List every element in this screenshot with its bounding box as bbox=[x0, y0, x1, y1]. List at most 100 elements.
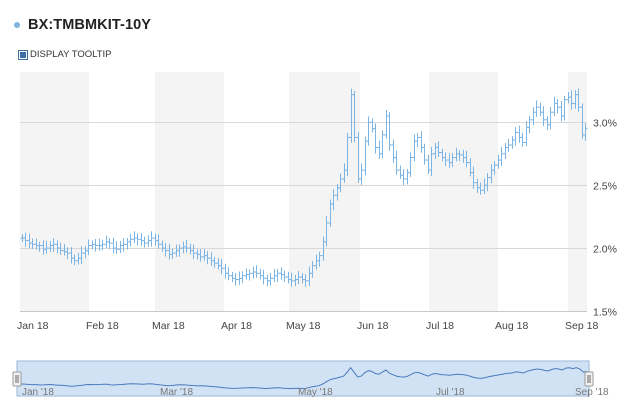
ohlc-bar bbox=[450, 153, 455, 168]
ohlc-bar bbox=[429, 146, 434, 177]
ohlc-bar bbox=[198, 249, 203, 262]
ohlc-bar bbox=[569, 90, 574, 110]
ohlc-bar bbox=[541, 106, 546, 126]
navigator-label: Sep '18 bbox=[575, 387, 609, 398]
ohlc-bar bbox=[37, 241, 42, 252]
month-band bbox=[429, 72, 498, 311]
ohlc-bar bbox=[121, 238, 126, 252]
navigator-left-handle[interactable] bbox=[12, 371, 22, 387]
ohlc-bar bbox=[443, 152, 448, 167]
ohlc-bar bbox=[538, 102, 543, 117]
y-axis: 1.5% 2.0% 2.5% 3.0% bbox=[593, 118, 617, 319]
ohlc-bar bbox=[247, 269, 252, 281]
ohlc-bar bbox=[331, 189, 336, 211]
ohlc-bar bbox=[363, 136, 368, 176]
ohlc-bar bbox=[559, 101, 564, 122]
ohlc-bar bbox=[401, 169, 406, 185]
ohlc-bar bbox=[97, 238, 102, 251]
ohlc-bar bbox=[457, 149, 462, 162]
ohlc-bar bbox=[254, 265, 259, 278]
ohlc-bar bbox=[377, 140, 382, 160]
ohlc-bar bbox=[338, 173, 343, 193]
ohlc-bar bbox=[100, 239, 105, 251]
ohlc-bar bbox=[394, 150, 399, 175]
ohlc-bar bbox=[170, 248, 175, 259]
ohlc-bar bbox=[520, 132, 525, 147]
month-band bbox=[155, 72, 224, 311]
ohlc-bar bbox=[251, 266, 256, 279]
navigator-label: Jul '18 bbox=[436, 387, 465, 398]
ohlc-bar bbox=[163, 242, 168, 257]
ohlc-bar bbox=[583, 123, 588, 141]
ohlc-bar bbox=[492, 161, 497, 175]
ohlc-bar bbox=[506, 138, 511, 153]
ohlc-bar bbox=[139, 233, 144, 246]
ohlc-bar bbox=[111, 237, 116, 254]
ohlc-bar bbox=[555, 98, 560, 114]
x-tick-label: Apr 18 bbox=[221, 320, 252, 332]
ohlc-bar bbox=[282, 270, 287, 282]
ohlc-bar bbox=[324, 216, 329, 247]
ohlc-bar bbox=[422, 143, 427, 165]
display-tooltip-toggle[interactable]: DISPLAY TOOLTIP bbox=[18, 49, 112, 60]
ohlc-bar bbox=[384, 109, 389, 139]
ohlc-bar bbox=[230, 272, 235, 283]
checkbox-icon[interactable] bbox=[18, 49, 28, 60]
ohlc-bar bbox=[177, 244, 182, 257]
ohlc-bar bbox=[352, 90, 357, 142]
ohlc-bar bbox=[184, 240, 189, 253]
ohlc-bar bbox=[370, 118, 375, 133]
chart-title-row: BX:TMBMKIT-10Y bbox=[14, 17, 151, 33]
ohlc-bar bbox=[552, 96, 557, 117]
ohlc-bar bbox=[268, 273, 273, 286]
series-dot-icon bbox=[14, 22, 20, 28]
ohlc-bar bbox=[118, 241, 123, 254]
ohlc-bar bbox=[503, 142, 508, 160]
x-tick-label: May 18 bbox=[286, 320, 321, 332]
month-band bbox=[289, 72, 360, 311]
ohlc-bar bbox=[380, 130, 385, 159]
ohlc-bar bbox=[205, 251, 210, 265]
ohlc-bar bbox=[51, 238, 56, 252]
ohlc-bar bbox=[191, 244, 196, 260]
x-axis: Jan 18 Feb 18 Mar 18 Apr 18 May 18 Jun 18 Jul … bbox=[17, 311, 598, 332]
x-tick-label: Feb 18 bbox=[86, 320, 119, 332]
ohlc-bar bbox=[44, 241, 49, 254]
ohlc-bar bbox=[146, 235, 151, 247]
ohlc-bar bbox=[415, 132, 420, 148]
ohlc-bar bbox=[303, 274, 308, 287]
month-band bbox=[568, 72, 587, 311]
ohlc-bar bbox=[156, 234, 161, 249]
ohlc-bar bbox=[548, 106, 553, 130]
ohlc-bar bbox=[125, 238, 130, 250]
ohlc-bar bbox=[534, 100, 539, 117]
ohlc-bar bbox=[471, 166, 476, 189]
navigator[interactable]: Jan '18 Mar '18 May '18 Jul '18 Sep '18 bbox=[12, 360, 609, 398]
ohlc-bar bbox=[412, 134, 417, 162]
ohlc-bar bbox=[398, 165, 403, 179]
ohlc-bar bbox=[233, 273, 238, 286]
navigator-window[interactable] bbox=[16, 360, 590, 397]
ohlc-bar bbox=[296, 270, 301, 285]
ohlc-bar bbox=[149, 231, 154, 247]
navigator-right-handle[interactable] bbox=[584, 371, 594, 387]
ohlc-bar bbox=[499, 146, 504, 167]
ohlc-bar bbox=[135, 233, 140, 246]
ohlc-bar bbox=[391, 139, 396, 163]
ohlc-bar bbox=[93, 239, 98, 252]
ohlc-bar bbox=[258, 268, 263, 280]
ohlc-bar bbox=[510, 136, 515, 149]
x-tick-label: Sep 18 bbox=[565, 320, 598, 332]
x-tick-label: Mar 18 bbox=[152, 320, 185, 332]
ohlc-bar bbox=[244, 268, 249, 280]
chart-title: BX:TMBMKIT-10Y bbox=[28, 17, 152, 33]
ohlc-bar bbox=[212, 256, 217, 268]
ohlc-bar bbox=[517, 125, 522, 143]
navigator-label: Jan '18 bbox=[22, 387, 54, 398]
ohlc-bar bbox=[23, 232, 28, 247]
ohlc-bar bbox=[223, 263, 228, 279]
ohlc-bar bbox=[86, 239, 91, 256]
ohlc-bar bbox=[436, 141, 441, 158]
display-tooltip-label: DISPLAY TOOLTIP bbox=[30, 49, 112, 60]
